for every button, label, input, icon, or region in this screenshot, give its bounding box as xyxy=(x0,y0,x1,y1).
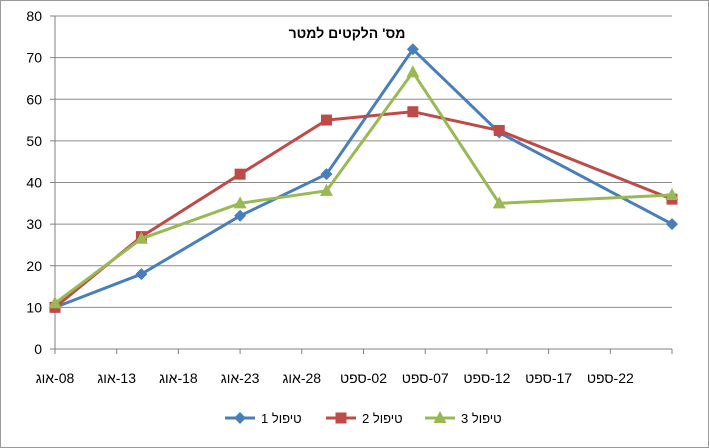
data-point xyxy=(234,209,247,222)
axes: 0 10 20 30 40 50 60 70 80 08-אוג 13-אוג 18-אוג 23-או… xyxy=(26,8,673,386)
legend-item-1: טיפול 1 xyxy=(225,411,302,426)
data-point xyxy=(406,43,419,56)
series-1 xyxy=(49,43,678,314)
y-tick-label: 0 xyxy=(34,341,42,357)
data-point xyxy=(407,106,419,118)
data-point xyxy=(492,196,506,209)
legend-label: טיפול 3 xyxy=(461,411,502,426)
x-tick-label: 28-אוג xyxy=(283,370,322,386)
y-tick-label: 50 xyxy=(26,133,42,149)
data-point xyxy=(135,268,148,281)
x-tick-label: 17-ספט xyxy=(525,370,572,386)
y-tick-label: 80 xyxy=(26,8,42,24)
x-tick-label: 08-אוג xyxy=(36,370,75,386)
x-tick-label: 12-ספט xyxy=(463,370,510,386)
legend-marker xyxy=(433,411,447,423)
legend-item-3: טיפול 3 xyxy=(425,411,502,426)
x-tick-label: 23-אוג xyxy=(221,370,260,386)
series-3 xyxy=(48,65,679,309)
series-2 xyxy=(49,106,678,313)
legend-label: טיפול 2 xyxy=(362,411,403,426)
data-point xyxy=(234,168,246,180)
data-point xyxy=(319,183,333,196)
x-tick-label: 18-אוג xyxy=(159,370,198,386)
legend: טיפול 1 טיפול 2 טיפול 3 xyxy=(225,411,502,426)
x-tick-label: 13-אוג xyxy=(97,370,136,386)
series-layer xyxy=(48,43,679,314)
data-point xyxy=(493,124,505,136)
x-tick-label: 02-ספט xyxy=(340,370,387,386)
y-tick-label: 10 xyxy=(26,299,42,315)
data-point xyxy=(320,168,333,181)
legend-label: טיפול 1 xyxy=(261,411,302,426)
data-point xyxy=(665,187,679,200)
legend-marker xyxy=(335,412,347,424)
y-tick-label: 70 xyxy=(26,50,42,66)
data-point xyxy=(233,196,247,209)
data-point xyxy=(320,114,332,126)
legend-item-2: טיפול 2 xyxy=(326,411,403,426)
y-tick-label: 20 xyxy=(26,258,42,274)
data-point xyxy=(134,231,148,244)
y-tick-label: 60 xyxy=(26,91,42,107)
chart-title: מס' הלקטים למטר xyxy=(289,25,406,41)
data-point xyxy=(666,218,678,231)
legend-marker xyxy=(234,412,246,424)
y-tick-label: 40 xyxy=(26,175,42,191)
series-line xyxy=(54,70,673,305)
y-tick-label: 30 xyxy=(26,216,42,232)
data-point xyxy=(48,296,62,309)
data-point xyxy=(406,65,420,78)
x-tick-label: 07-ספט xyxy=(402,370,449,386)
series-line xyxy=(54,47,673,309)
x-tick-label: 22-ספט xyxy=(587,370,634,386)
